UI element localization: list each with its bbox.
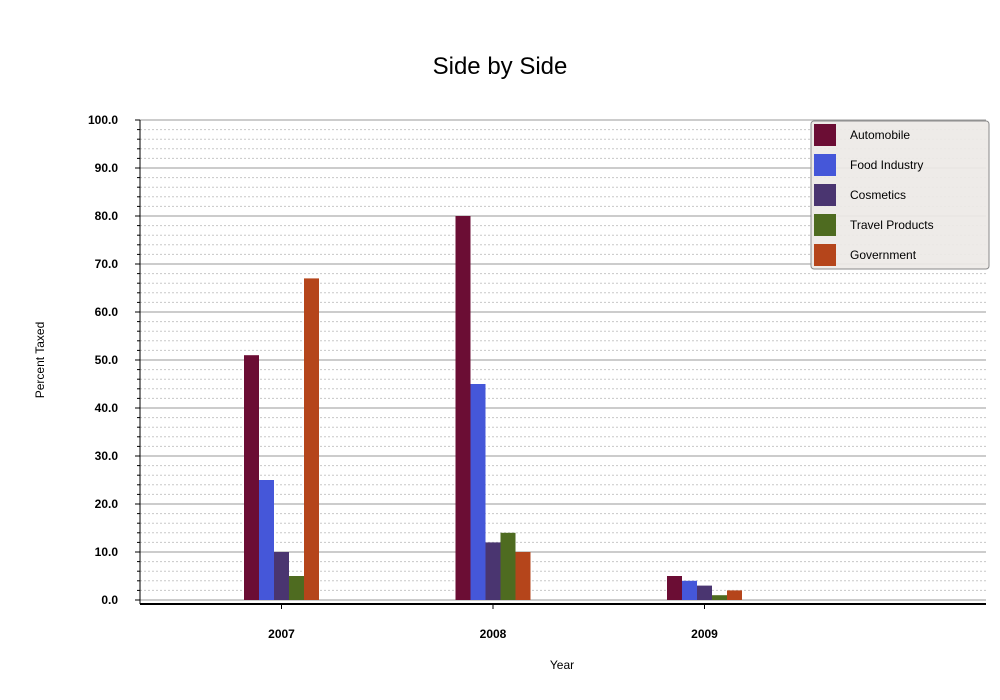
y-tick-label: 0.0	[101, 593, 118, 607]
x-tick-label: 2008	[480, 627, 507, 641]
legend-entry: Cosmetics	[850, 188, 906, 202]
y-tick-label: 60.0	[95, 305, 119, 319]
y-tick-label: 20.0	[95, 497, 119, 511]
legend: Automobile Food Industry Cosmetics Travel P…	[810, 120, 990, 270]
y-tick-label: 90.0	[95, 161, 119, 175]
y-tick-label: 100.0	[88, 113, 118, 127]
bar-cosmetics-2008	[485, 542, 501, 600]
x-tick-label: 2009	[691, 627, 718, 641]
y-tick-label: 80.0	[95, 209, 119, 223]
legend-entry: Automobile	[850, 128, 910, 142]
legend-swatch	[814, 214, 836, 236]
y-tick-label: 10.0	[95, 545, 119, 559]
legend-swatch	[814, 124, 836, 146]
bar-automobile-2009	[667, 576, 682, 600]
bar-government-2008	[515, 552, 531, 600]
x-axis: 2007 2008 2009	[268, 604, 718, 641]
legend-swatch	[814, 154, 836, 176]
bar-food-industry-2009	[682, 580, 697, 600]
legend-entry: Government	[850, 248, 917, 262]
x-axis-label: Year	[550, 658, 574, 672]
bar-food-industry-2008	[470, 384, 486, 600]
y-axis-label: Percent Taxed	[33, 322, 47, 399]
bar-food-industry-2007	[259, 480, 274, 600]
bar-automobile-2008	[455, 216, 471, 600]
legend-entry: Travel Products	[850, 218, 934, 232]
legend-box	[810, 120, 990, 270]
bars	[244, 216, 742, 600]
bar-cosmetics-2009	[697, 585, 712, 600]
bar-travel-products-2009	[712, 595, 727, 600]
chart-title: Side by Side	[433, 53, 568, 80]
bar-government-2009	[727, 590, 742, 600]
legend-swatch	[814, 244, 836, 266]
y-tick-label: 70.0	[95, 257, 119, 271]
bar-travel-products-2007	[289, 576, 304, 600]
y-tick-label: 40.0	[95, 401, 119, 415]
y-tick-label: 50.0	[95, 353, 119, 367]
y-axis: 0.0 10.0 20.0 30.0 40.0 50.0 60.0 70.0 80.0 90.0 1…	[88, 113, 140, 607]
legend-swatch	[814, 184, 836, 206]
x-tick-label: 2007	[268, 627, 295, 641]
bar-automobile-2007	[244, 355, 259, 600]
y-tick-label: 30.0	[95, 449, 119, 463]
legend-entry: Food Industry	[850, 158, 923, 172]
bar-government-2007	[304, 278, 319, 600]
bar-travel-products-2008	[500, 532, 516, 600]
bar-cosmetics-2007	[274, 552, 289, 600]
